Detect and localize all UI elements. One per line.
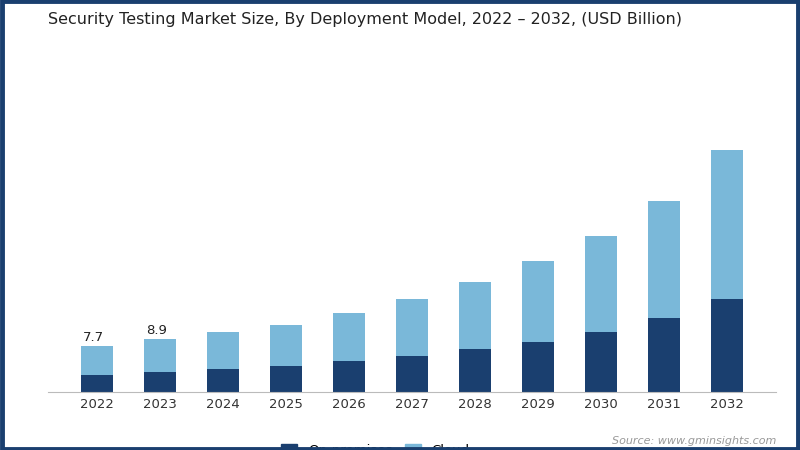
Bar <box>459 349 490 392</box>
Text: Security Testing Market Size, By Deployment Model, 2022 – 2032, (USD Billion): Security Testing Market Size, By Deploym… <box>48 12 682 27</box>
Bar <box>270 366 302 392</box>
Bar <box>648 202 680 319</box>
Text: 7.7: 7.7 <box>83 331 104 343</box>
Text: Source: www.gminsights.com: Source: www.gminsights.com <box>612 436 776 446</box>
Bar <box>586 237 617 332</box>
Bar <box>81 346 113 375</box>
Bar <box>144 339 176 372</box>
Bar <box>207 333 238 369</box>
Bar <box>396 356 428 392</box>
Bar <box>648 319 680 392</box>
Bar <box>334 361 365 392</box>
Bar <box>81 375 113 392</box>
Bar <box>270 325 302 366</box>
Bar <box>207 369 238 392</box>
Bar <box>334 312 365 361</box>
Text: 8.9: 8.9 <box>146 324 167 337</box>
Bar <box>144 372 176 392</box>
Bar <box>396 299 428 356</box>
Bar <box>522 261 554 342</box>
Bar <box>522 342 554 392</box>
Bar <box>711 299 743 392</box>
Bar <box>586 332 617 392</box>
Bar <box>459 282 490 349</box>
Bar <box>711 150 743 299</box>
Legend: On-premises, Cloud: On-premises, Cloud <box>276 439 475 450</box>
